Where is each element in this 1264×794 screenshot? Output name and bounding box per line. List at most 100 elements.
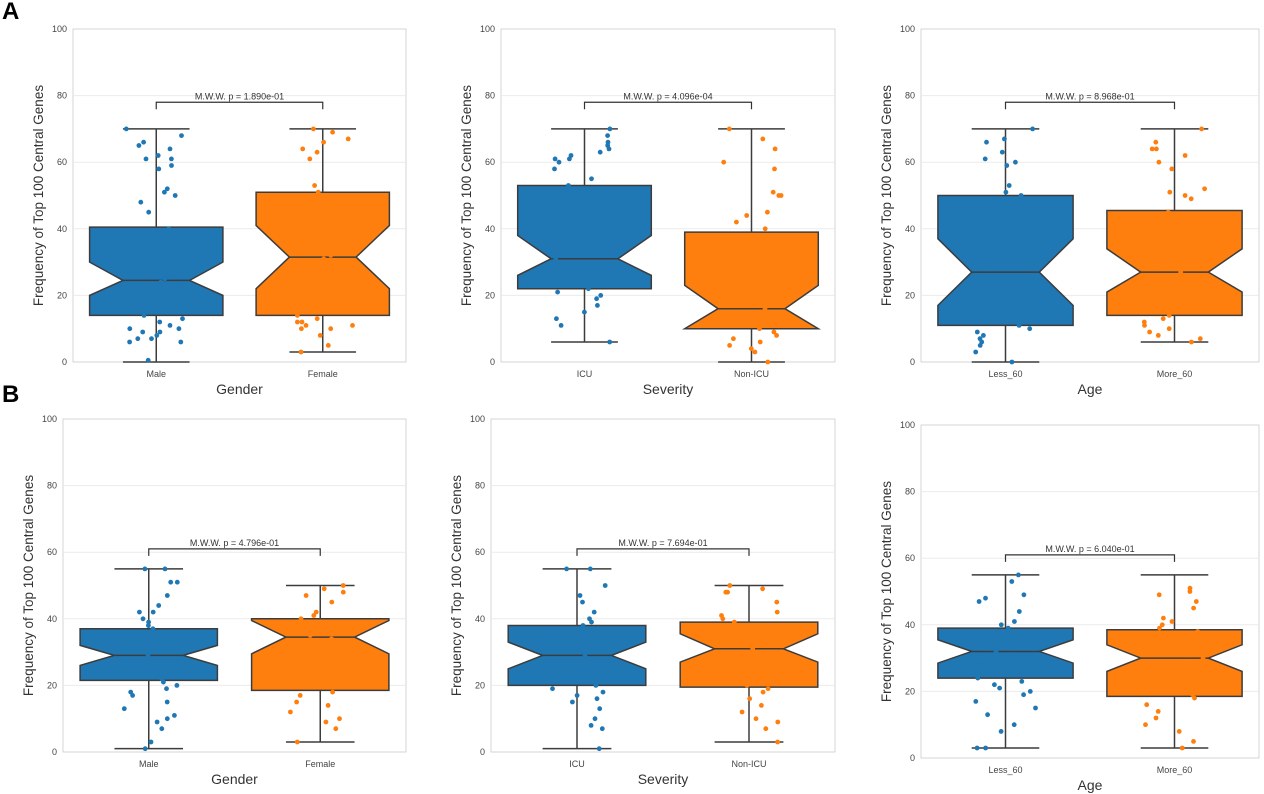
chart-6-less-60-point (1016, 609, 1022, 614)
chart-3-less-60-point (1009, 319, 1014, 325)
chart-3-more-60-point (1198, 253, 1203, 258)
chart-1-male-point (135, 336, 141, 342)
chart-2-icu-point (586, 286, 591, 292)
chart-6-significance-bracket (1004, 554, 1176, 562)
chart-2-icu-point (595, 303, 600, 308)
chart-6-more-60-box (1106, 629, 1243, 698)
chart-5-icu-point (580, 623, 586, 628)
chart-3-more-60-point (1156, 159, 1162, 165)
chart-3-more-60-point (1197, 336, 1203, 342)
chart-5-y-tick-label: 40 (475, 614, 485, 624)
chart-5-icu-point (584, 679, 590, 685)
chart-3-y-axis-label: Frequency of Top 100 Central Genes (879, 85, 894, 306)
chart-2-non-icu-point (770, 189, 776, 195)
chart-3-less-60-point (1012, 266, 1018, 272)
chart-6-more-60-point (1192, 695, 1197, 701)
chart-5-icu-point (546, 629, 552, 635)
chart-4-male-point (162, 566, 168, 572)
chart-2-icu-point (564, 283, 570, 288)
chart-6-less-60-point (992, 682, 997, 688)
chart-3-more-60-point (1190, 239, 1196, 245)
chart-5-non-icu-point (763, 726, 769, 732)
chart-4-female-point (298, 616, 304, 622)
chart-4-female-point (294, 699, 299, 705)
chart-6-less-60-point (997, 685, 1002, 691)
chart-3-less-60-point (973, 349, 979, 355)
chart-4-male-point (142, 746, 148, 752)
chart-6-less-60-point (980, 659, 986, 664)
chart-5-y-tick-label: 60 (475, 547, 485, 557)
chart-1-female-point (320, 259, 326, 265)
chart-2-non-icu-point (772, 146, 778, 152)
chart-2-y-tick-label: 100 (480, 24, 495, 34)
chart-4-female-point (288, 663, 294, 668)
chart-2-icu-point (607, 126, 613, 132)
chart-5-icu-point (593, 683, 599, 688)
chart-2-non-icu-point (778, 323, 784, 328)
chart-3-more-60-point (1154, 266, 1160, 272)
chart-2-non-icu-point (731, 336, 736, 342)
chart-4-male-point (170, 643, 175, 648)
chart-6-less-60-point (973, 699, 979, 704)
chart-2-icu-point (605, 233, 611, 238)
chart-6-more-60-point (1191, 685, 1197, 691)
chart-1-female-point (343, 303, 348, 308)
chart-1-y-tick-label: 0 (62, 357, 67, 367)
chart-5-icu-point (596, 746, 602, 752)
chart-3-less-60-point (994, 199, 1000, 205)
chart-2-icu-point (607, 253, 613, 258)
chart-1-male-point (164, 186, 170, 192)
chart-1-female-point (339, 309, 345, 315)
chart-1-female-point (332, 273, 338, 278)
chart-3-more-60-point (1188, 196, 1194, 202)
chart-2-icu-point (592, 273, 598, 278)
chart-4-male-point (164, 716, 170, 722)
chart-2-y-tick-label: 20 (485, 290, 495, 300)
chart-1-y-axis-label: Frequency of Top 100 Central Genes (31, 85, 46, 306)
chart-6-more-60-point (1191, 649, 1196, 654)
chart-2-non-icu-point (743, 243, 748, 248)
chart-2-non-icu-point (740, 279, 745, 285)
chart-5-icu-point (581, 633, 587, 638)
chart-3-y-tick-label: 0 (910, 357, 915, 367)
chart-5-icu-point (580, 599, 585, 605)
chart-1-male-point (180, 316, 185, 322)
chart-4-female-point (294, 643, 299, 648)
chart-3-more-60-point (1172, 259, 1178, 265)
chart-1-female-point (314, 316, 320, 322)
chart-3-less-60-point (1018, 209, 1024, 215)
chart-2-icu-point (605, 219, 610, 225)
chart-1-female-point (298, 349, 304, 355)
chart-6-more-60-point (1194, 642, 1200, 648)
chart-1-male-point (156, 166, 162, 172)
chart-4-female-point (340, 589, 346, 595)
chart-1-y-tick-label: 80 (57, 91, 67, 101)
chart-4-male-point (121, 706, 127, 712)
chart-1-female-point (331, 263, 337, 268)
chart-3-less-60-point (987, 259, 992, 265)
chart-5-non-icu-point (760, 586, 765, 592)
chart-1-male-point (138, 199, 144, 205)
chart-2-non-icu-point (744, 213, 750, 218)
chart-2-non-icu-point (737, 316, 743, 322)
chart-2-y-tick-label: 40 (485, 224, 495, 234)
chart-2-y-tick-label: 0 (490, 357, 495, 367)
chart-6-less-60-point (983, 595, 988, 601)
chart-5-icu-point (589, 619, 594, 625)
chart-2-non-icu-point (771, 329, 777, 335)
chart-2-icu-point (586, 269, 591, 275)
chart-3-less-60-point (977, 279, 983, 285)
chart-4-female-point (341, 639, 346, 645)
chart-2-icu-point (607, 339, 613, 345)
chart-3-less-60-point (1016, 246, 1022, 252)
chart-5-non-icu-point (753, 716, 759, 722)
chart-3-more-60-point (1182, 153, 1188, 158)
chart-6-y-tick-label: 80 (905, 487, 915, 497)
chart-4-male-point (172, 713, 177, 718)
chart-2-icu-point (566, 183, 571, 188)
chart-6-more-60-point (1188, 652, 1193, 658)
chart-6-less-60-point (984, 652, 990, 658)
chart-5-non-icu-point (750, 646, 756, 652)
chart-5-non-icu-point (735, 653, 741, 658)
